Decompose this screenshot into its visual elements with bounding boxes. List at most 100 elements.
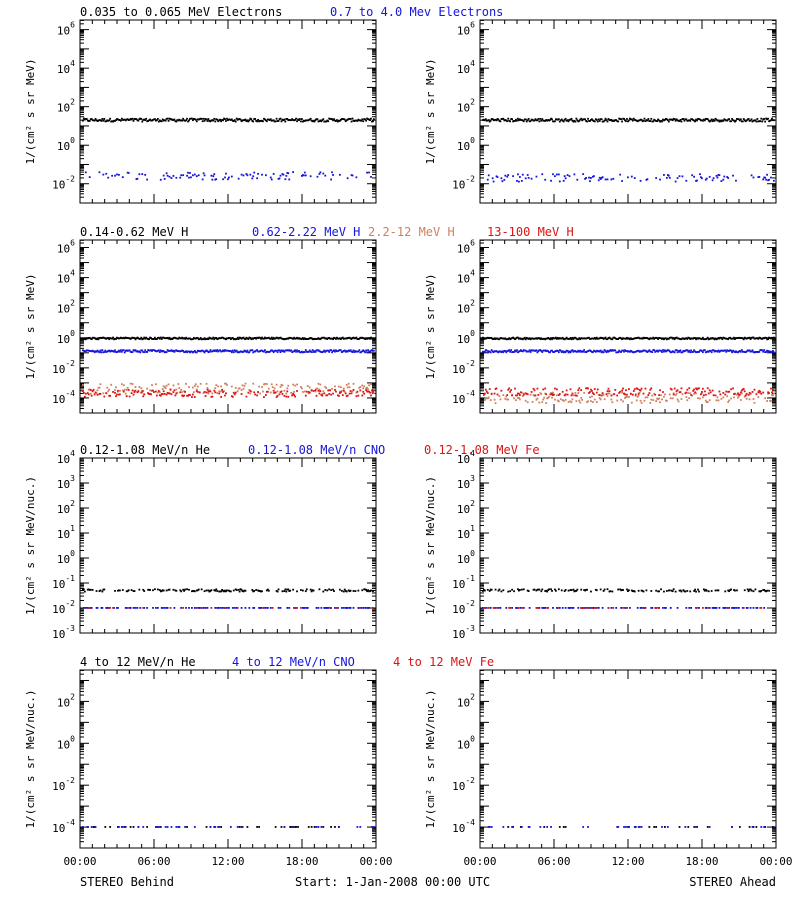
data-point: [743, 395, 746, 398]
data-point: [732, 607, 734, 609]
data-point: [265, 337, 268, 339]
y-axis-label: 1/(cm² s sr MeV/nuc.): [24, 689, 37, 828]
data-point: [530, 118, 533, 121]
data-point: [575, 350, 578, 353]
data-point: [318, 388, 321, 391]
data-point: [591, 607, 593, 609]
data-point: [770, 387, 772, 390]
data-point: [736, 337, 738, 340]
data-point: [511, 118, 513, 121]
data-point: [338, 337, 341, 340]
data-point: [250, 390, 253, 393]
data-point: [371, 349, 373, 352]
data-point: [137, 390, 140, 393]
data-point: [633, 590, 636, 593]
data-point: [229, 350, 232, 352]
data-point: [88, 607, 91, 609]
data-point: [205, 382, 208, 385]
data-point: [686, 590, 689, 592]
data-point: [645, 337, 648, 339]
data-point: [768, 392, 770, 394]
data-point: [606, 120, 609, 123]
data-point: [679, 118, 682, 121]
data-point: [281, 384, 284, 387]
data-point: [231, 349, 234, 352]
data-point: [111, 120, 113, 123]
data-point: [87, 337, 90, 339]
data-point: [670, 118, 673, 121]
data-point: [179, 337, 182, 340]
data-point: [283, 350, 286, 353]
data-point: [109, 826, 112, 828]
data-point: [737, 337, 739, 340]
data-point: [261, 173, 263, 176]
data-point: [751, 120, 754, 123]
data-point: [657, 350, 659, 353]
data-point: [118, 826, 120, 828]
data-point: [211, 392, 214, 395]
data-point: [258, 826, 260, 828]
data-point: [261, 590, 263, 593]
data-point: [568, 118, 571, 121]
data-point: [759, 349, 762, 351]
data-point: [770, 176, 772, 179]
data-point: [116, 118, 118, 120]
data-point: [267, 351, 270, 353]
data-point: [709, 349, 712, 352]
data-point: [267, 387, 270, 390]
data-point: [575, 394, 578, 397]
data-point: [262, 120, 264, 123]
data-point: [537, 118, 540, 120]
data-point: [316, 349, 319, 352]
data-point: [295, 337, 297, 340]
data-point: [213, 173, 216, 176]
data-point: [149, 393, 151, 395]
data-point: [574, 392, 577, 394]
data-point: [116, 336, 118, 339]
data-point: [360, 351, 363, 353]
data-point: [113, 350, 115, 353]
data-point: [704, 351, 707, 354]
data-point: [89, 350, 92, 352]
data-point: [713, 119, 716, 122]
data-point: [659, 389, 661, 392]
data-point: [591, 337, 594, 340]
data-point: [299, 337, 301, 340]
data-point: [674, 394, 677, 397]
data-point: [268, 350, 271, 353]
data-point: [540, 590, 543, 593]
data-point: [151, 389, 153, 392]
data-point: [107, 337, 110, 339]
data-point: [555, 173, 558, 176]
data-point: [722, 396, 725, 399]
data-point: [715, 338, 718, 341]
data-point: [358, 607, 361, 609]
data-point: [590, 119, 592, 121]
data-point: [214, 391, 217, 394]
data-point: [680, 338, 683, 341]
data-point: [237, 387, 240, 390]
data-point: [224, 607, 226, 609]
data-point: [590, 337, 592, 340]
data-point: [143, 118, 146, 121]
data-point: [148, 393, 150, 395]
data-point: [482, 394, 485, 396]
data-point: [680, 590, 683, 593]
data-point: [96, 389, 99, 392]
data-point: [635, 337, 638, 339]
data-point: [499, 350, 502, 353]
data-point: [556, 350, 559, 352]
data-point: [619, 173, 622, 176]
data-point: [700, 337, 702, 340]
data-point: [703, 589, 706, 592]
data-point: [497, 338, 500, 341]
data-point: [701, 392, 703, 395]
data-point: [708, 338, 711, 340]
data-point: [521, 338, 524, 341]
data-point: [143, 590, 146, 592]
data-point: [565, 336, 568, 339]
data-point: [767, 117, 769, 120]
data-point: [564, 393, 567, 396]
data-point: [508, 387, 511, 390]
data-point: [367, 607, 369, 609]
